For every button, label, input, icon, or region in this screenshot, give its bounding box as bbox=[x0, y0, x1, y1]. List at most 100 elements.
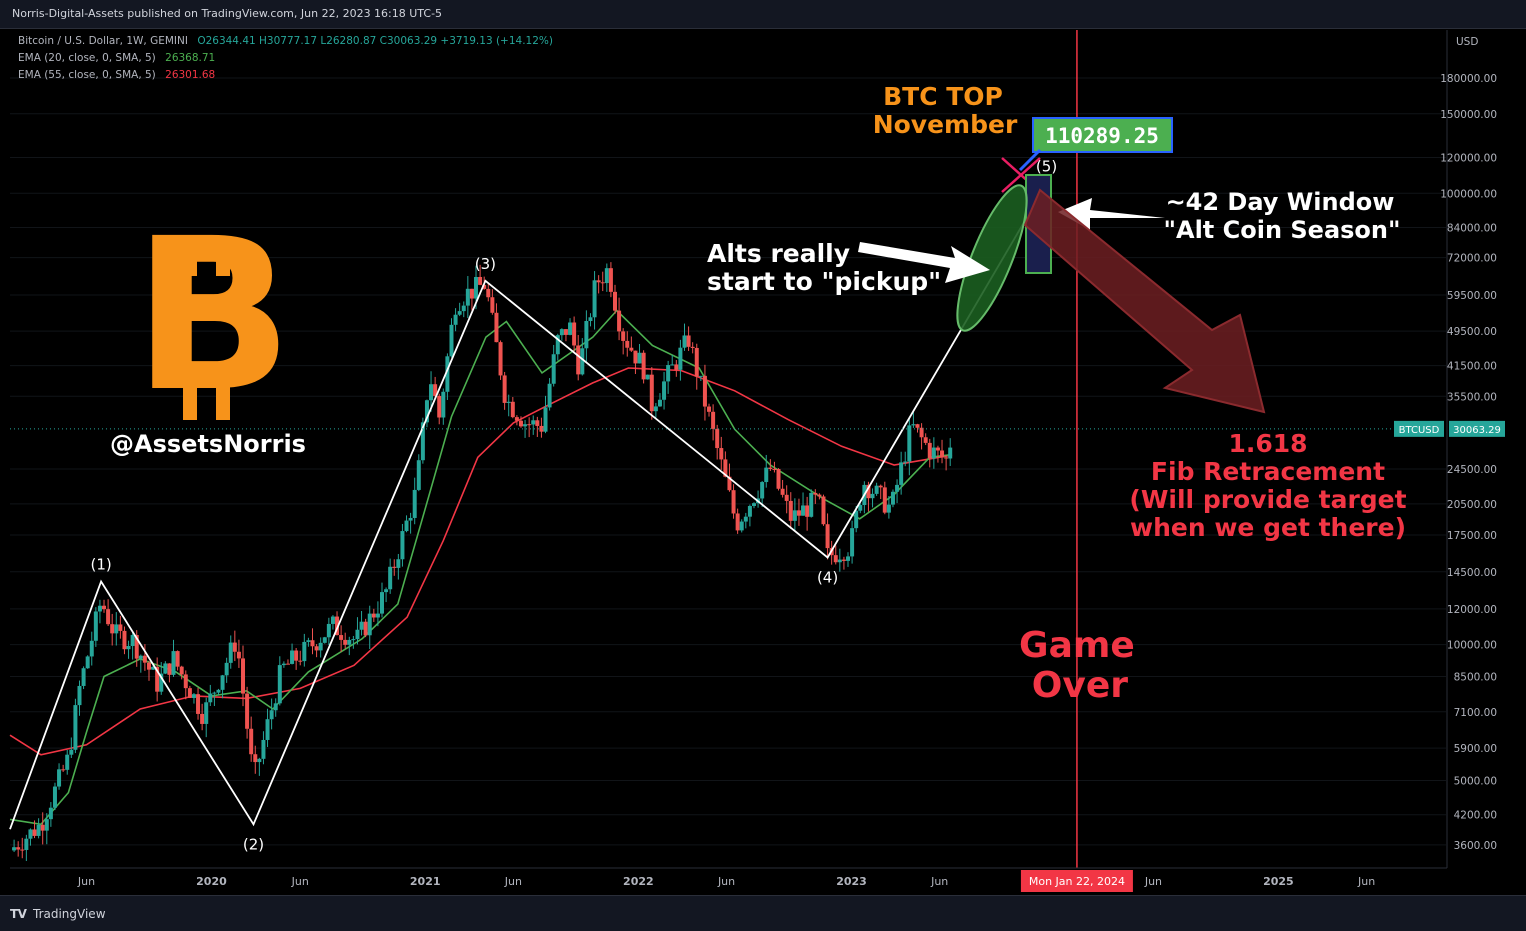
price-tick-label: 14500.00 bbox=[1447, 567, 1497, 579]
window-label: ~42 Day Window bbox=[1166, 188, 1395, 216]
candle-body bbox=[559, 329, 564, 336]
candle-body bbox=[57, 769, 62, 787]
candle-body bbox=[36, 824, 41, 836]
bitcoin-logo-icon: B bbox=[133, 193, 293, 438]
alts-label: Alts really bbox=[707, 239, 850, 268]
candle-body bbox=[719, 448, 724, 460]
candle-body bbox=[653, 406, 658, 412]
candle-body bbox=[792, 510, 797, 521]
price-axis-unit: USD bbox=[1456, 36, 1478, 48]
candle-body bbox=[784, 494, 789, 501]
candle-body bbox=[241, 658, 246, 694]
candle-body bbox=[866, 484, 871, 499]
candle-body bbox=[384, 589, 389, 593]
candle-body bbox=[355, 629, 360, 640]
legend-ema55-row[interactable]: EMA (55, close, 0, SMA, 5) 26301.68 bbox=[18, 69, 215, 81]
candle-body bbox=[142, 655, 147, 663]
axes: USD 180000.00 150000.00 120000.00 100000.00 8… bbox=[10, 30, 1526, 895]
candle-body bbox=[841, 559, 846, 561]
candle-body bbox=[20, 849, 25, 851]
candle-body bbox=[539, 425, 544, 432]
price-tick-label: 150000.00 bbox=[1440, 109, 1497, 121]
candle-body bbox=[343, 639, 348, 645]
candle-body bbox=[179, 666, 184, 675]
target-price-box bbox=[1032, 117, 1173, 153]
candle-body bbox=[420, 422, 425, 461]
candle-body bbox=[572, 322, 577, 346]
candle-body bbox=[555, 335, 560, 355]
elliott-wave-lines: (1) (2) (3) (4) (5) bbox=[9, 158, 1057, 853]
candle-body bbox=[604, 268, 609, 284]
legend-ema20-row[interactable]: EMA (20, close, 0, SMA, 5) 26368.71 bbox=[18, 52, 215, 64]
candle-body bbox=[445, 356, 450, 392]
candle-body bbox=[576, 345, 581, 375]
candle-body bbox=[931, 447, 936, 459]
bottom-bar: TV TradingView bbox=[0, 895, 1526, 931]
candle-body bbox=[666, 365, 671, 382]
target-connector-line bbox=[1018, 148, 1042, 172]
candle-body bbox=[498, 342, 503, 376]
candle-body bbox=[191, 694, 196, 698]
candle-body bbox=[457, 311, 462, 315]
candle-body bbox=[731, 490, 736, 514]
candle-body bbox=[948, 447, 953, 459]
price-tick-label: 100000.00 bbox=[1440, 188, 1497, 200]
candle-body bbox=[825, 524, 830, 549]
candle-body bbox=[187, 688, 192, 698]
candle-body bbox=[314, 646, 319, 651]
tradingview-brand[interactable]: TradingView bbox=[33, 907, 106, 921]
candle-body bbox=[371, 613, 376, 618]
handle-label: @AssetsNorris bbox=[110, 430, 306, 458]
candle-body bbox=[940, 450, 945, 458]
retracement-arrow bbox=[1023, 188, 1266, 414]
candle-body bbox=[330, 616, 335, 624]
candle-body bbox=[702, 375, 707, 407]
symbol-tag-label: BTCUSD bbox=[1399, 425, 1440, 436]
candle-body bbox=[151, 666, 156, 670]
tradingview-logo-icon[interactable]: TV bbox=[10, 907, 27, 921]
gridlines bbox=[10, 77, 1446, 846]
candle-body bbox=[273, 703, 278, 711]
btc-top-label: BTC TOP bbox=[883, 82, 1003, 111]
candle-body bbox=[907, 425, 912, 462]
candle-body bbox=[433, 384, 438, 396]
candle-body bbox=[764, 467, 769, 483]
candle-body bbox=[629, 347, 634, 351]
candle-body bbox=[404, 520, 409, 532]
candle-body bbox=[846, 556, 851, 561]
candle-body bbox=[568, 322, 573, 335]
candle-body bbox=[453, 314, 458, 325]
wave-label: (1) bbox=[90, 556, 111, 574]
price-tick-label: 4200.00 bbox=[1454, 810, 1497, 822]
price-tick-label: 35500.00 bbox=[1447, 391, 1497, 403]
candle-body bbox=[776, 469, 781, 489]
candle-body bbox=[854, 510, 859, 529]
alts-pickup-label: start to "pickup" bbox=[707, 267, 941, 296]
price-tick-label: 59500.00 bbox=[1447, 290, 1497, 302]
candle-body bbox=[535, 420, 540, 426]
candle-body bbox=[265, 719, 270, 740]
candle-body bbox=[645, 374, 650, 380]
candle-body bbox=[379, 592, 384, 614]
fib-label-line: 1.618 bbox=[1228, 429, 1307, 458]
candle-body bbox=[351, 639, 356, 641]
candle-body bbox=[919, 427, 924, 438]
candle-body bbox=[106, 609, 111, 625]
candle-body bbox=[163, 663, 168, 674]
legend-ema20-label: EMA (20, close, 0, SMA, 5) bbox=[18, 52, 156, 64]
time-tick-label: 2022 bbox=[623, 875, 654, 888]
candle-body bbox=[465, 288, 470, 306]
candle-body bbox=[874, 485, 879, 494]
candle-body bbox=[694, 347, 699, 377]
candle-body bbox=[261, 739, 266, 759]
symbol-tag bbox=[1394, 420, 1444, 437]
candle-body bbox=[44, 819, 49, 831]
price-tick-label: 180000.00 bbox=[1440, 73, 1497, 85]
candle-body bbox=[502, 375, 507, 403]
time-tick-label: Jun bbox=[504, 875, 522, 888]
candle-body bbox=[89, 640, 94, 657]
candle-body bbox=[670, 364, 675, 366]
candle-body bbox=[347, 639, 352, 645]
